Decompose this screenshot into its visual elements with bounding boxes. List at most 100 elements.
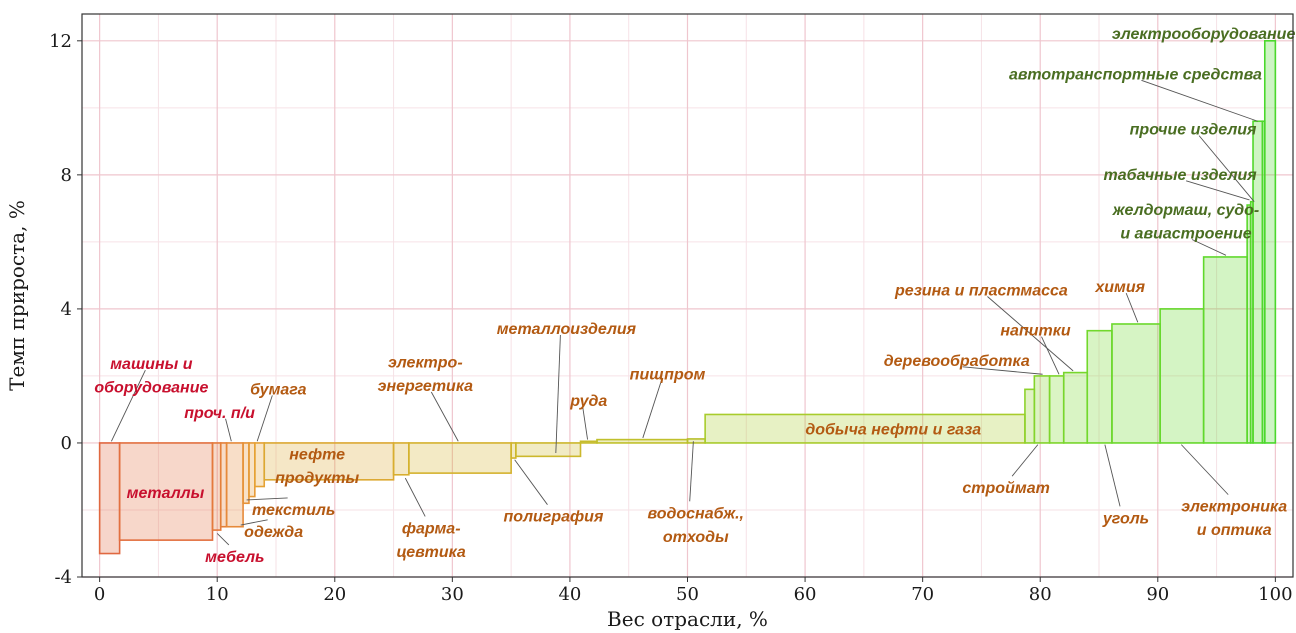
- y-tick-label: 12: [49, 31, 72, 52]
- label-leader-line: [256, 395, 273, 442]
- chart-label: машины и: [110, 356, 193, 373]
- chart-bar: [225, 442, 244, 528]
- chart-label: добыча нефти и газа: [805, 422, 981, 439]
- label-leader-line: [225, 418, 232, 442]
- chart-label: электрооборудование: [1112, 26, 1296, 43]
- chart-label: напитки: [1000, 323, 1070, 340]
- x-tick-label: 50: [676, 584, 699, 605]
- chart-label: одежда: [244, 524, 303, 541]
- chart-bar: [1086, 329, 1113, 444]
- label-leader-line: [1198, 135, 1255, 202]
- chart-label: текстиль: [252, 502, 335, 519]
- label-leader-line: [1041, 336, 1060, 375]
- label-leader-line: [1011, 444, 1039, 477]
- x-tick-label: 10: [206, 584, 229, 605]
- chart-label: электро-: [388, 355, 463, 372]
- label-leader-line: [1186, 180, 1250, 201]
- chart-label: и оптика: [1197, 522, 1272, 539]
- x-tick-label: 20: [323, 584, 346, 605]
- chart-bar: [1202, 256, 1248, 444]
- chart-label: электроника: [1181, 499, 1287, 516]
- plot-area: машины и оборудование металлы проч. п/и мебе…: [49, 13, 1296, 605]
- x-tick-label: 40: [558, 584, 581, 605]
- y-tick-label: -4: [54, 567, 72, 588]
- label-leader-line: [514, 459, 548, 505]
- chart-label: прочие изделия: [1130, 122, 1257, 139]
- chart-bar: [704, 413, 1026, 444]
- chart-bar: [1111, 323, 1161, 444]
- x-tick-label: 90: [1146, 584, 1169, 605]
- chart-label: фарма-: [402, 520, 461, 537]
- y-tick-label: 4: [61, 299, 72, 320]
- chart-label: отходы: [663, 529, 729, 546]
- chart-label: цевтика: [397, 544, 466, 561]
- chart-label: табачные изделия: [1104, 167, 1258, 184]
- chart-label: энергетика: [378, 378, 474, 395]
- chart-label: металлоизделия: [497, 321, 637, 338]
- label-leader-line: [1180, 444, 1229, 495]
- chart-bar: [248, 442, 256, 498]
- chart-label: химия: [1094, 279, 1145, 296]
- label-leader-line: [1125, 292, 1139, 323]
- label-leader-line: [404, 477, 426, 517]
- chart-bar: [579, 440, 598, 444]
- x-tick-label: 100: [1258, 584, 1292, 605]
- chart-label: автотранспортные средства: [1009, 66, 1262, 83]
- chart-bar: [408, 442, 512, 474]
- chart-label: нефте: [289, 447, 345, 464]
- label-leader-line: [240, 519, 268, 526]
- label-leader-line: [430, 391, 459, 442]
- chart-bar: [1033, 375, 1051, 444]
- chart-label: уголь: [1102, 510, 1149, 527]
- chart-label: бумага: [250, 381, 306, 398]
- chart-label: желдормаш, судо-: [1112, 202, 1259, 219]
- chart-bar: [1024, 388, 1036, 444]
- chart-bar: [219, 442, 228, 528]
- label-leader-line: [555, 334, 561, 454]
- x-axis-label: Вес отрасли, %: [607, 607, 768, 631]
- y-tick-label: 8: [61, 165, 72, 186]
- label-leader-line: [642, 380, 662, 439]
- chart-label: строймат: [962, 480, 1049, 497]
- label-leader-line: [582, 406, 589, 440]
- chart-label: водоснабж.,: [647, 505, 744, 522]
- chart-bar: [1159, 308, 1205, 444]
- chart-label: руда: [569, 393, 607, 410]
- y-tick-label: 0: [61, 433, 72, 454]
- chart-label: проч. п/и: [184, 405, 255, 422]
- chart-bar: [211, 442, 222, 531]
- chart-label: продукты: [275, 470, 359, 487]
- chart-label: мебель: [205, 549, 264, 566]
- chart-label: оборудование: [94, 380, 208, 397]
- chart-label: и авиастроение: [1120, 226, 1251, 243]
- chart-bar: [515, 442, 582, 458]
- chart-label: полиграфия: [504, 509, 604, 526]
- chart-bar: [1048, 375, 1065, 444]
- label-leader-line: [1191, 239, 1227, 256]
- label-leader-line: [689, 441, 694, 502]
- chart-label: резина и пластмасса: [894, 282, 1068, 299]
- chart-label: деревообработка: [884, 353, 1030, 370]
- chart-bar: [686, 438, 706, 444]
- label-leader-line: [1104, 444, 1121, 507]
- label-leader-line: [110, 370, 146, 442]
- x-tick-label: 30: [441, 584, 464, 605]
- chart-bar: [242, 442, 250, 505]
- chart-bar: [392, 442, 410, 476]
- x-tick-label: 80: [1029, 584, 1052, 605]
- label-leader-line: [216, 533, 230, 546]
- x-tick-label: 0: [94, 584, 105, 605]
- label-leader-line: [962, 366, 1043, 375]
- chart-bar: [98, 442, 121, 555]
- x-tick-label: 70: [911, 584, 934, 605]
- x-tick-label: 60: [794, 584, 817, 605]
- chart-bar: [254, 442, 266, 488]
- chart-bar: [596, 438, 689, 444]
- chart-label: металлы: [127, 485, 205, 502]
- label-leader-line: [987, 296, 1074, 372]
- chart-bar: [1062, 371, 1089, 444]
- y-axis-label: Темп прироста, %: [5, 200, 29, 391]
- chart-label: пищпром: [630, 366, 706, 383]
- label-leader-line: [1141, 79, 1258, 122]
